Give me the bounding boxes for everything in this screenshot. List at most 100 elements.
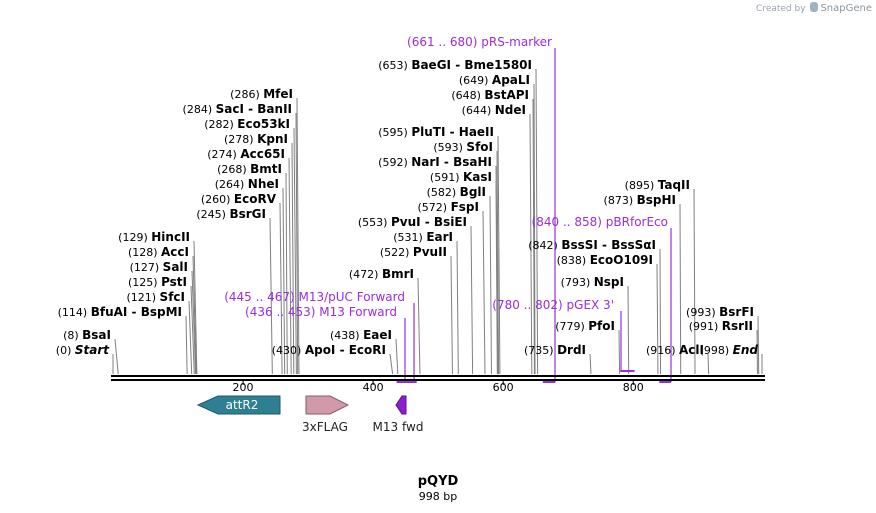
enzyme-label[interactable]: (278) KpnI [224,132,288,146]
enzyme-site[interactable]: (260) EcoRV [201,192,283,375]
enzyme-label[interactable]: (0) Start [56,343,110,357]
enzyme-site[interactable]: (128) AccI [128,245,197,375]
primer-label[interactable]: (840 .. 858) pBRforEco [532,215,668,229]
enzyme-label[interactable]: (993) BsrFI [686,305,754,319]
enzyme-label[interactable]: (274) Acc65I [207,147,285,161]
enzyme-label[interactable]: (653) BaeGI - Bme1580I [378,58,532,72]
m13-fwd-arrow[interactable] [395,395,407,415]
flag-arrow[interactable] [305,395,350,415]
enzyme-site[interactable]: (998) End [700,343,763,374]
enzyme-site[interactable]: (648) BstAPI [451,88,535,375]
enzyme-label[interactable]: (121) SfcI [126,290,185,304]
enzyme-label[interactable]: (649) ApaLI [459,73,530,87]
enzyme-label[interactable]: (8) BsaI [63,328,111,342]
enzyme-site[interactable]: (268) BmtI [217,162,288,375]
enzyme-site[interactable]: (0) Start [56,343,114,374]
enzyme-label[interactable]: (522) PvuII [380,245,447,259]
enzyme-label[interactable]: (572) FspI [418,200,479,214]
enzyme-label[interactable]: (644) NdeI [462,103,526,117]
enzyme-site[interactable]: (284) SacI - BanII [183,102,299,375]
enzyme-label[interactable]: (595) PluTI - HaeII [378,125,494,139]
feature-m13-fwd[interactable]: M13 fwd [373,395,424,434]
primer-label[interactable]: (445 .. 467) M13/pUC Forward [224,290,405,304]
enzyme-label[interactable]: (873) BspHI [604,193,676,207]
enzyme-label[interactable]: (842) BssSI - BssSαI [528,238,656,252]
enzyme-label[interactable]: (430) ApoI - EcoRI [272,343,386,357]
primer-site[interactable]: (840 .. 858) pBRforEco [532,215,672,383]
enzyme-site[interactable]: (274) Acc65I [207,147,292,375]
primer-label[interactable]: (780 .. 802) pGEX 3' [492,298,614,312]
primer-label[interactable]: (436 .. 453) M13 Forward [245,305,397,319]
enzyme-site[interactable]: (653) BaeGI - Bme1580I [378,58,539,375]
enzyme-site[interactable]: (895) TaqII [625,178,696,375]
enzyme-label[interactable]: (264) NheI [215,177,279,191]
enzyme-label[interactable]: (260) EcoRV [201,192,277,206]
enzyme-label[interactable]: (582) BglI [427,185,486,199]
enzyme-site[interactable]: (127) SalI [130,260,197,375]
feature-attr2[interactable]: attR2 [196,395,281,415]
enzyme-site[interactable]: (644) NdeI [462,103,533,375]
enzyme-site[interactable]: (572) FspI [418,200,486,375]
enzyme-label[interactable]: (472) BmrI [349,267,414,281]
enzyme-site[interactable]: (8) BsaI [63,328,119,375]
enzyme-label[interactable]: (284) SacI - BanII [183,102,292,116]
primer-site[interactable]: (436 .. 453) M13 Forward [245,305,408,383]
enzyme-site[interactable]: (531) EarI [393,230,459,375]
enzyme-site[interactable]: (553) PvuI - BsiEI [358,215,474,375]
enzyme-site[interactable]: (129) HincII [118,230,198,375]
feature-3xflag[interactable]: 3xFLAG [302,395,350,434]
enzyme-site[interactable]: (438) EaeI [330,328,399,375]
enzyme-label[interactable]: (838) EcoO109I [557,253,653,267]
enzyme-label[interactable]: (438) EaeI [330,328,392,342]
enzyme-site[interactable]: (125) PstI [128,275,195,375]
enzyme-site[interactable]: (472) BmrI [349,267,421,375]
enzyme-site[interactable]: (842) BssSI - BssSαI [528,238,662,375]
enzyme-label[interactable]: (593) SfoI [433,140,493,154]
enzyme-site[interactable]: (282) Eco53kI [204,117,297,375]
enzyme-label[interactable]: (127) SalI [130,260,188,274]
enzyme-label[interactable]: (531) EarI [393,230,453,244]
enzyme-site[interactable]: (595) PluTI - HaeII [378,125,501,375]
enzyme-label[interactable]: (592) NarI - BsaHI [378,155,492,169]
enzyme-site[interactable]: (245) BsrGI [196,207,273,375]
enzyme-label[interactable]: (735) DrdI [524,343,586,357]
enzyme-site[interactable]: (735) DrdI [524,343,592,375]
enzyme-label[interactable]: (286) MfeI [230,87,293,101]
enzyme-site[interactable]: (592) NarI - BsaHI [378,155,499,375]
enzyme-site[interactable]: (582) BglI [427,185,492,375]
enzyme-label[interactable]: (895) TaqII [625,178,690,192]
enzyme-site[interactable]: (264) NheI [215,177,286,375]
enzyme-label[interactable]: (125) PstI [128,275,187,289]
enzyme-site[interactable]: (779) PfoI [555,319,621,375]
enzyme-label[interactable]: (916) AclI [646,343,704,357]
enzyme-label[interactable]: (793) NspI [561,275,624,289]
enzyme-label[interactable]: (991) RsrII [689,319,753,333]
enzyme-site[interactable]: (121) SfcI [126,290,193,375]
enzyme-site[interactable]: (873) BspHI [604,193,682,375]
enzyme-site[interactable]: (993) BsrFI [686,305,760,375]
enzyme-label[interactable]: (268) BmtI [217,162,282,176]
enzyme-label[interactable]: (648) BstAPI [451,88,529,102]
enzyme-site[interactable]: (838) EcoO109I [557,253,659,375]
enzyme-site[interactable]: (793) NspI [561,275,630,375]
enzyme-label[interactable]: (591) KasI [430,170,492,184]
enzyme-site[interactable]: (522) PvuII [380,245,453,375]
enzyme-label[interactable]: (553) PvuI - BsiEI [358,215,467,229]
enzyme-label[interactable]: (129) HincII [118,230,190,244]
enzyme-site[interactable]: (286) MfeI [230,87,300,375]
enzyme-site[interactable]: (649) ApaLI [459,73,536,375]
attr2-arrow[interactable] [196,395,281,415]
enzyme-site[interactable]: (278) KpnI [224,132,295,375]
primer-site[interactable]: (780 .. 802) pGEX 3' [492,298,635,372]
enzyme-label[interactable]: (779) PfoI [555,319,615,333]
enzyme-label[interactable]: (114) BfuAI - BspMI [58,305,182,319]
enzyme-label[interactable]: (128) AccI [128,245,189,259]
enzyme-site[interactable]: (991) RsrII [689,319,758,375]
primer-site[interactable]: (661 .. 680) pRS-marker [407,35,556,383]
enzyme-label[interactable]: (282) Eco53kI [204,117,290,131]
enzyme-site[interactable]: (430) ApoI - EcoRI [272,343,394,375]
enzyme-site[interactable]: (114) BfuAI - BspMI [58,305,188,375]
enzyme-site[interactable]: (593) SfoI [433,140,500,375]
enzyme-label[interactable]: (998) End [700,343,759,357]
primer-label[interactable]: (661 .. 680) pRS-marker [407,35,552,49]
